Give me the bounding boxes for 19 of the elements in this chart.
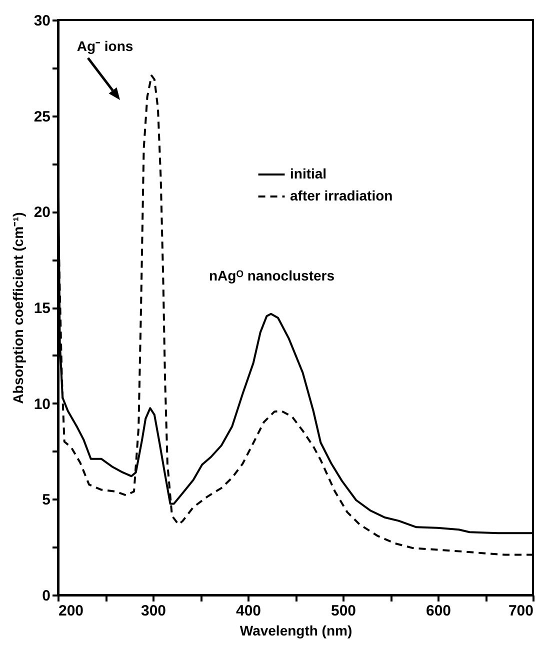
- legend-label: after irradiation: [290, 188, 393, 204]
- y-tick-label: 5: [42, 492, 50, 509]
- x-tick-label: 200: [58, 602, 84, 620]
- legend-label: initial: [290, 166, 327, 182]
- x-tick-label: 400: [236, 602, 262, 620]
- y-tick-label: 25: [34, 108, 50, 126]
- x-axis-title: Wavelength (nm): [240, 622, 352, 638]
- x-tick-label: 300: [140, 602, 166, 620]
- x-tick-label: 500: [330, 602, 356, 620]
- x-tick-label: 600: [426, 602, 452, 620]
- annotation: nAgᴼ nanoclusters: [208, 267, 335, 284]
- y-tick-label: 10: [34, 396, 50, 413]
- x-tick-label: 700: [508, 602, 534, 620]
- y-axis-title: Absorption coefficient (cm⁻¹): [10, 212, 26, 404]
- y-tick-label: 30: [34, 12, 50, 30]
- y-tick-label: 20: [34, 204, 50, 222]
- y-tick-label: 15: [34, 300, 50, 317]
- y-tick-label: 0: [42, 588, 50, 604]
- annotation: Ag⁻ ions: [76, 38, 134, 54]
